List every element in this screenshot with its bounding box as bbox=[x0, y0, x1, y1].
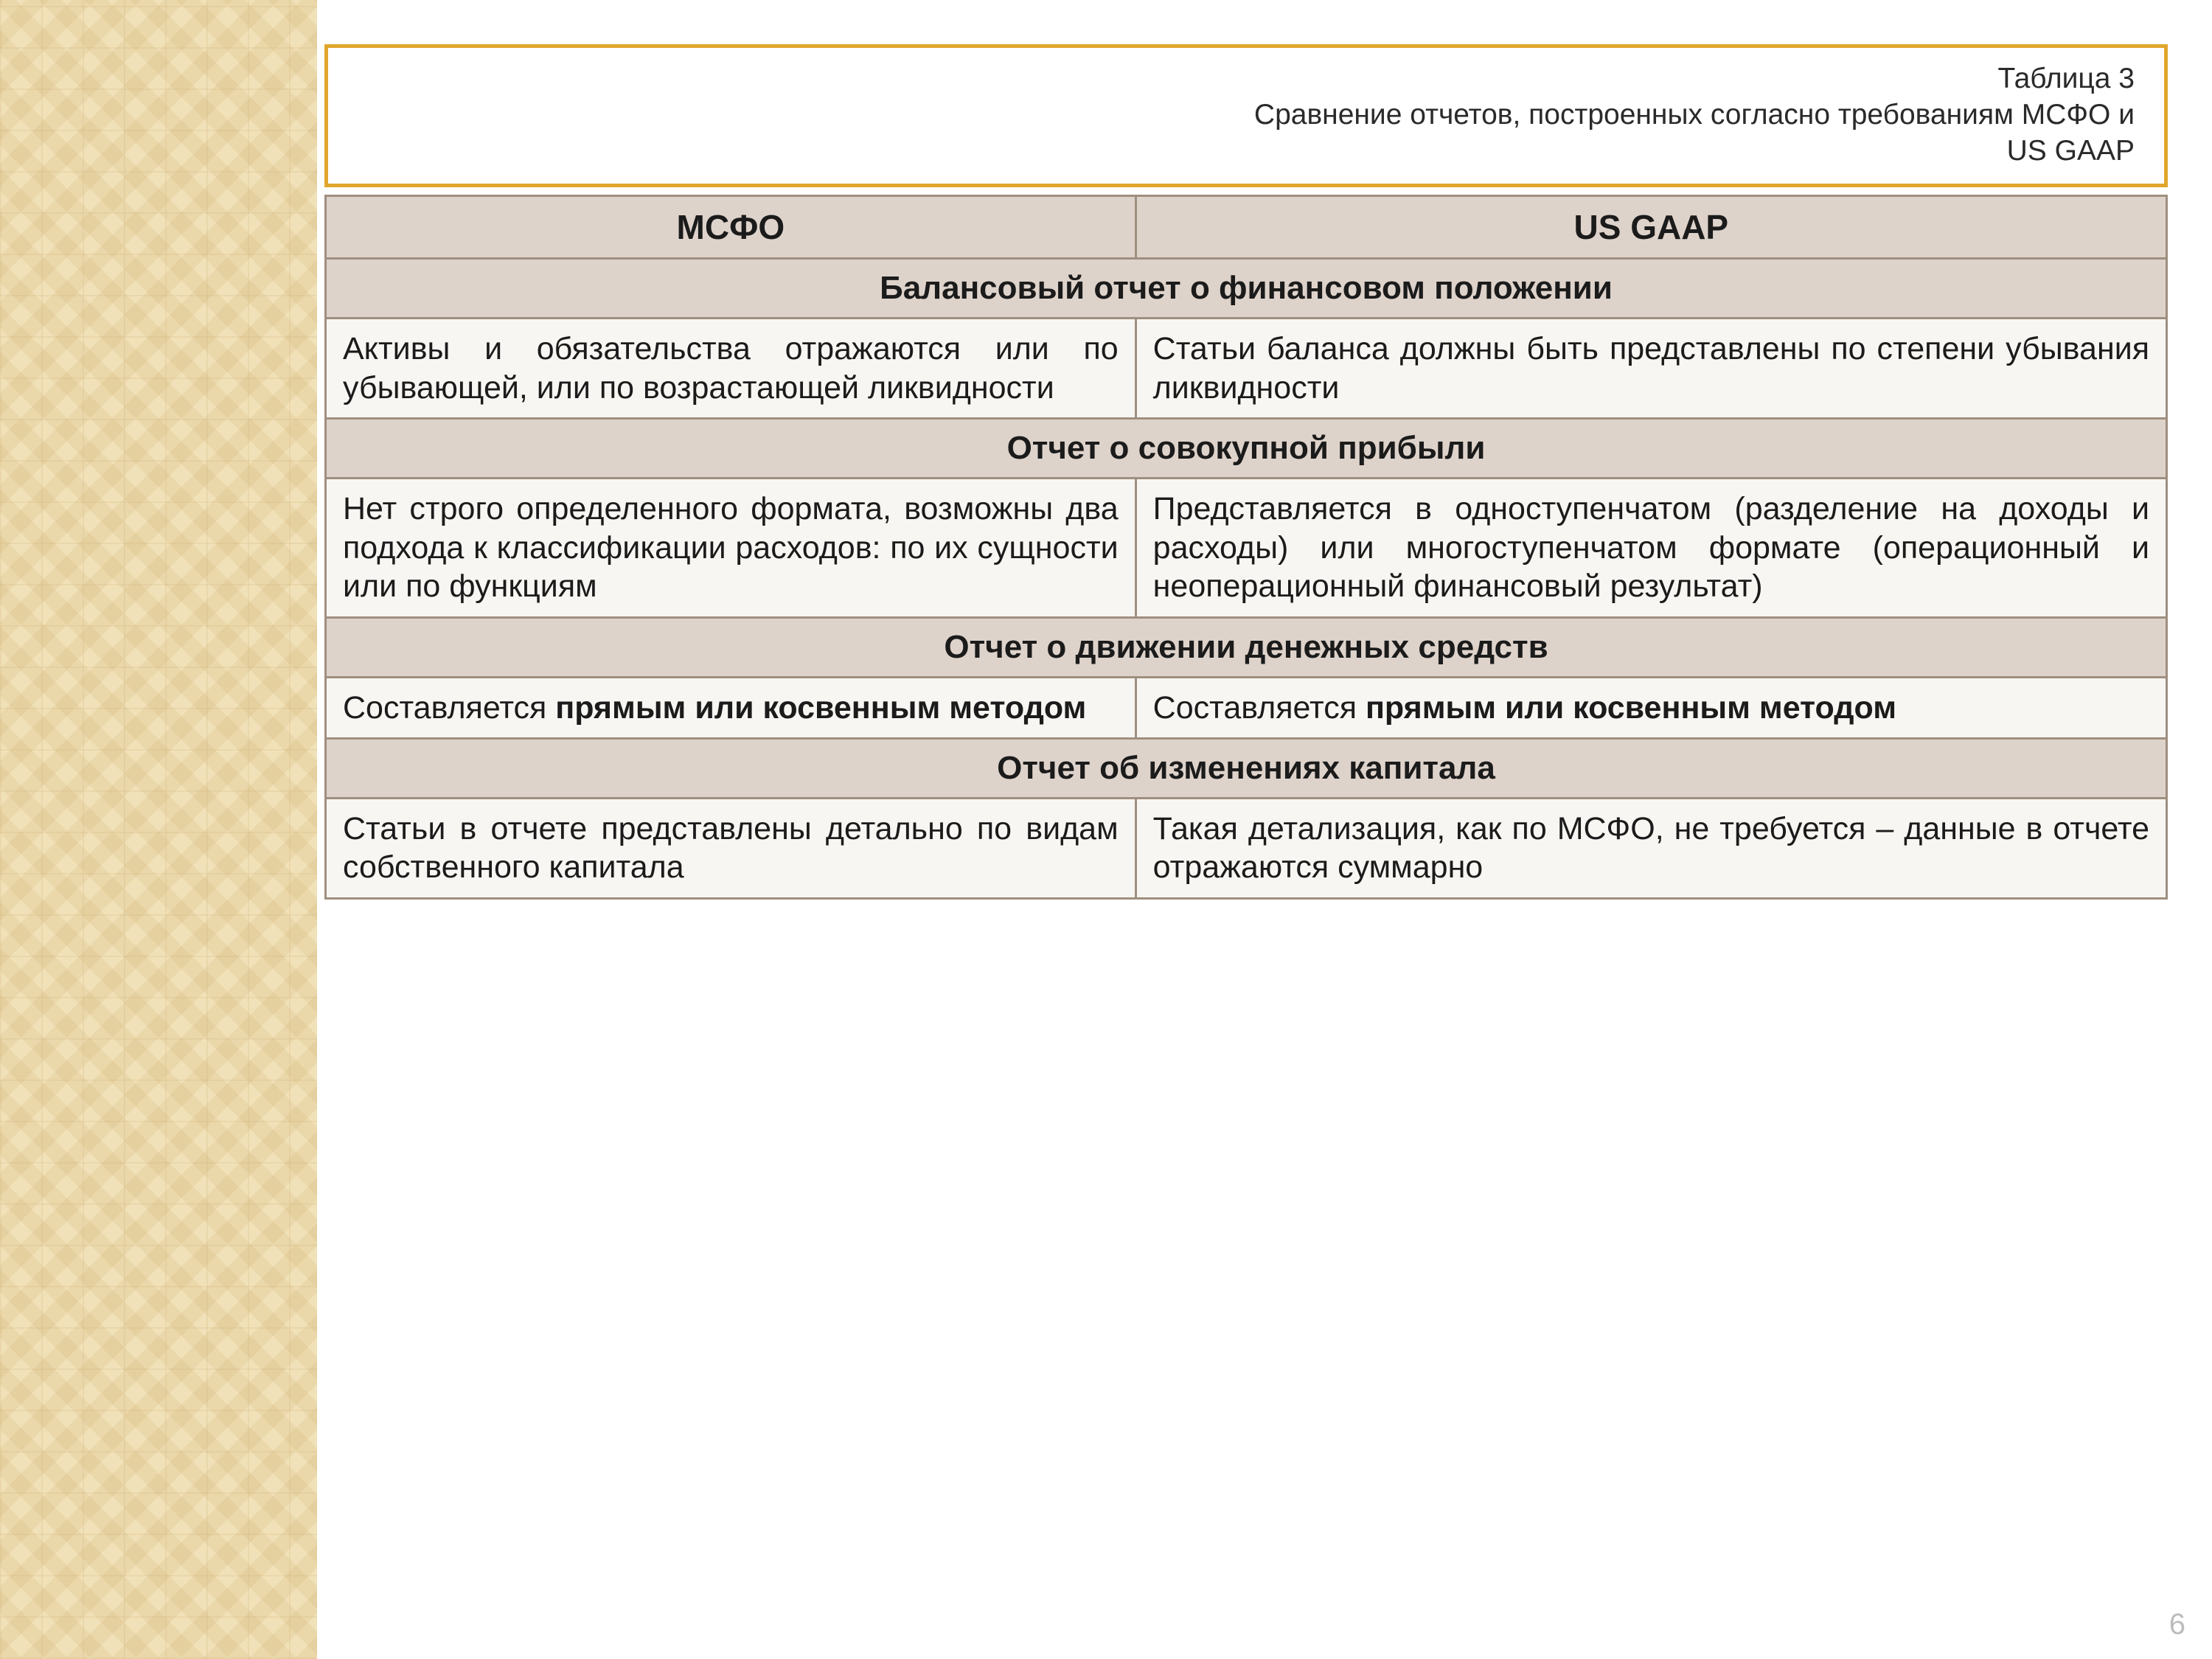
section-heading: Отчет о совокупной прибыли bbox=[326, 419, 2167, 479]
cell-text-bold: прямым или косвенным методом bbox=[555, 690, 1086, 726]
cell-text-bold: прямым или косвенным методом bbox=[1366, 690, 1896, 726]
decorative-left-band bbox=[0, 0, 317, 1659]
cell-msfo: Составляется прямым или косвенным методо… bbox=[326, 677, 1136, 738]
cell-msfo: Активы и обязательства отражаются или по… bbox=[326, 319, 1136, 419]
comparison-table: МСФО US GAAP Балансовый отчет о финансов… bbox=[324, 195, 2168, 900]
cell-msfo: Статьи в отчете представлены детально по… bbox=[326, 798, 1136, 898]
cell-text: Составляется bbox=[343, 690, 555, 726]
cell-usgaap: Представляется в одноступенчатом (раздел… bbox=[1135, 479, 2166, 617]
slide-content: Таблица 3 Сравнение отчетов, построенных… bbox=[324, 44, 2168, 1630]
cell-usgaap: Статьи баланса должны быть представлены … bbox=[1135, 319, 2166, 419]
table-caption: Сравнение отчетов, построенных согласно … bbox=[358, 97, 2135, 170]
section-heading: Балансовый отчет о финансовом положении bbox=[326, 259, 2167, 319]
section-heading: Отчет о движении денежных средств bbox=[326, 617, 2167, 677]
cell-text: Составляется bbox=[1153, 690, 1366, 726]
title-box: Таблица 3 Сравнение отчетов, построенных… bbox=[324, 44, 2168, 187]
cell-usgaap: Такая детализация, как по МСФО, не требу… bbox=[1135, 798, 2166, 898]
page-number: 6 bbox=[2169, 1608, 2185, 1641]
col-header-usgaap: US GAAP bbox=[1135, 196, 2166, 259]
table-number: Таблица 3 bbox=[358, 61, 2135, 97]
cell-msfo: Нет строго определенного формата, возмож… bbox=[326, 479, 1136, 617]
col-header-msfo: МСФО bbox=[326, 196, 1136, 259]
section-heading: Отчет об изменениях капитала bbox=[326, 738, 2167, 798]
cell-usgaap: Составляется прямым или косвенным методо… bbox=[1135, 677, 2166, 738]
